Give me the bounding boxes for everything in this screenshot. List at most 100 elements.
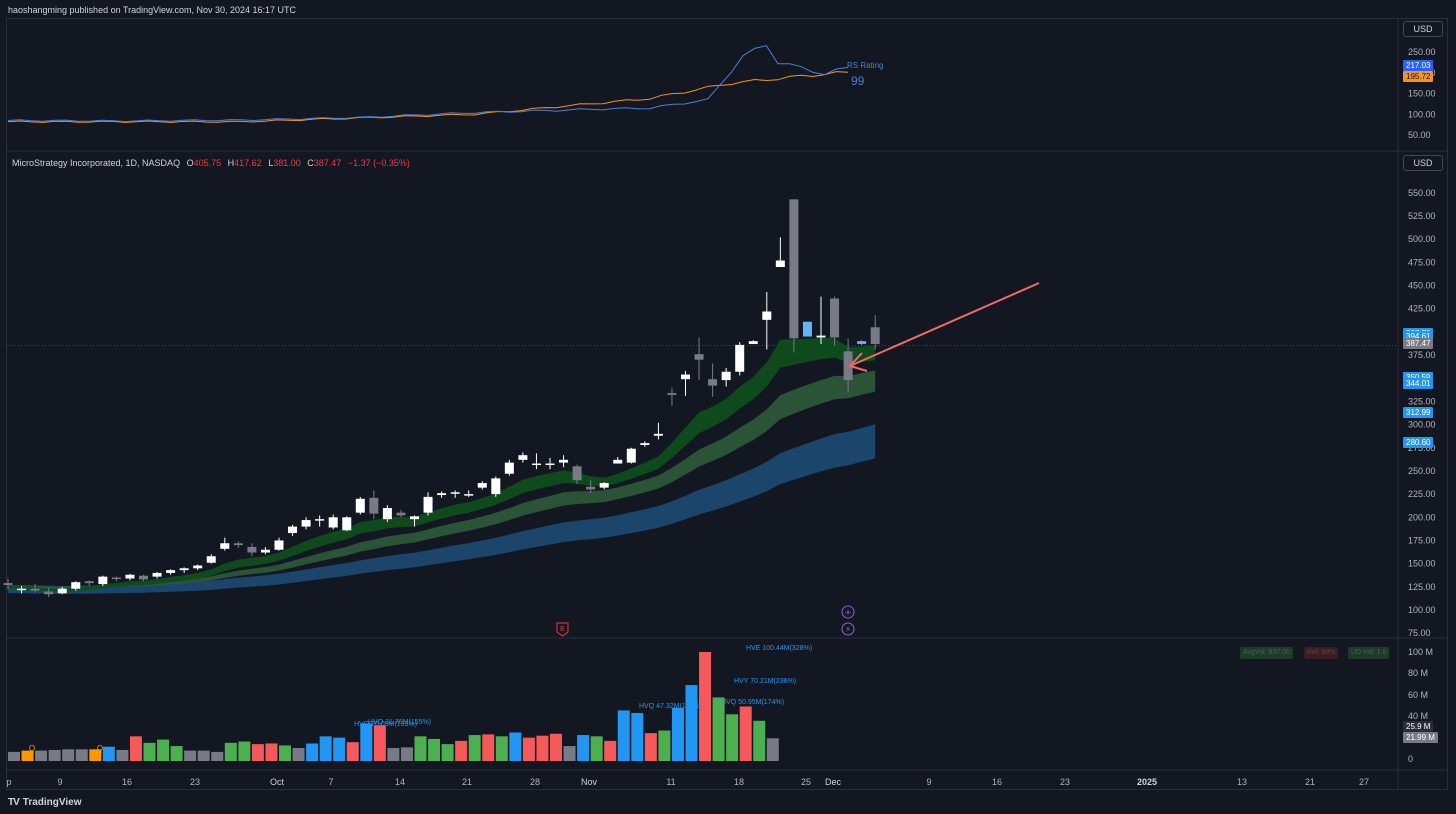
time-tick-label: 27	[1359, 777, 1369, 787]
candle-body	[71, 582, 81, 589]
rs-currency-button[interactable]: USD	[1403, 21, 1443, 37]
candle-body	[857, 341, 867, 344]
volume-bar	[577, 735, 590, 761]
price-tick-label: 425.00	[1408, 304, 1436, 314]
volume-bar	[75, 749, 88, 761]
time-tick-label: 21	[462, 777, 472, 787]
earnings-marker[interactable]: E	[556, 622, 569, 637]
time-tick-label: p	[6, 777, 11, 787]
volume-bar	[373, 725, 386, 761]
volume-bar	[265, 743, 278, 761]
volume-bar	[441, 744, 454, 761]
avg-volume-box: AvgVol: 837.00	[1240, 647, 1293, 659]
close-value: 387.47	[313, 158, 342, 168]
volume-bar	[563, 746, 576, 761]
candle-body	[599, 483, 609, 488]
candle-body	[843, 351, 853, 381]
price-tick-label: 175.00	[1408, 535, 1436, 545]
candle-body	[233, 543, 243, 546]
rs-price-tag-blue: 217.03	[1403, 60, 1434, 71]
ema-band-mid	[8, 370, 876, 589]
volume-bar	[129, 736, 142, 761]
quarter-marker: Q	[97, 744, 103, 753]
price-tick-label: 200.00	[1408, 512, 1436, 522]
candle-body	[491, 478, 501, 495]
low-value: 381.00	[273, 158, 301, 168]
time-tick-label: 2025	[1137, 777, 1157, 787]
price-tick-label: 125.00	[1408, 582, 1436, 592]
price-tag: 280.60	[1403, 436, 1434, 448]
volume-bar	[157, 739, 170, 761]
candle-body	[57, 588, 67, 594]
volume-bar	[251, 744, 264, 761]
candle-body	[559, 459, 569, 463]
symbol-name: MicroStrategy Incorporated, 1D, NASDAQ	[12, 158, 181, 168]
rs-moving-average-line	[7, 71, 849, 123]
volume-bar	[739, 706, 752, 761]
price-tick-label: 550.00	[1408, 188, 1436, 198]
rs-rating-value: 99	[851, 74, 865, 88]
plus-event-icon[interactable]: +	[841, 605, 855, 619]
candle-body	[152, 572, 162, 577]
candle-body	[531, 463, 541, 466]
candlesticks	[3, 199, 880, 598]
candle-body	[355, 498, 365, 513]
volume-bar	[482, 734, 495, 761]
price-tick-label: 375.00	[1408, 350, 1436, 360]
lightning-event-icon[interactable]: ⚡	[841, 622, 855, 636]
candle-body	[450, 492, 460, 494]
volume-bar	[211, 751, 224, 761]
volume-bar	[753, 720, 766, 761]
price-tick-label: 225.00	[1408, 489, 1436, 499]
price-axis-labels: 550.00 525.00 500.00 475.00 450.00 425.00 375.…	[1408, 47, 1436, 764]
candle-body	[762, 311, 772, 320]
candle-body	[477, 483, 487, 488]
time-tick-label: Oct	[270, 777, 285, 787]
chart-frame	[6, 18, 1448, 790]
time-tick-label: 9	[926, 777, 931, 787]
main-currency-button[interactable]: USD	[1403, 155, 1443, 171]
close-label: C	[307, 158, 314, 168]
rs-panel	[7, 45, 849, 123]
svg-text:⚡: ⚡	[845, 625, 851, 634]
price-tick-label: 100.00	[1408, 605, 1436, 615]
candle-body	[260, 549, 270, 553]
time-tick-label: 11	[666, 777, 675, 787]
low-label: L	[268, 158, 274, 168]
volume-bar	[89, 749, 102, 761]
time-axis-labels: p 9 16 23 Oct 7 14 21 28 Nov 11 18 25 Dec 9 16 23 2025 13 2…	[6, 777, 1369, 787]
volume-bar	[346, 742, 359, 761]
volume-annotation: HVQ 26.05M(133%)	[354, 721, 417, 728]
time-tick-label: 28	[530, 777, 540, 787]
volume-bar	[509, 732, 522, 761]
candle-body	[830, 298, 840, 338]
volume-bar	[292, 748, 305, 761]
candle-body	[464, 494, 474, 496]
price-tick-label: 325.00	[1408, 396, 1436, 406]
annotation-arrow	[848, 282, 1040, 372]
time-tick-label: 9	[57, 777, 62, 787]
price-tag: 394.61	[1403, 330, 1434, 342]
time-tick-label: 18	[734, 777, 744, 787]
price-tick-label: 525.00	[1408, 211, 1436, 221]
candle-body	[870, 327, 880, 344]
candle-body	[328, 517, 338, 528]
volume-bar	[455, 740, 468, 761]
candle-body	[315, 519, 325, 521]
volume-bar	[319, 736, 332, 761]
candle-body	[640, 443, 650, 445]
volume-bar	[644, 733, 657, 761]
candle-body	[125, 574, 135, 579]
volume-bar	[197, 750, 210, 761]
candle-body	[98, 576, 108, 585]
candle-body	[626, 448, 636, 463]
volume-annotation: HVQ 50.95M(174%)	[721, 699, 784, 706]
price-tick-label: 150.00	[1408, 559, 1436, 569]
candle-body	[748, 341, 758, 344]
volume-bar	[495, 736, 508, 761]
time-tick-label: 21	[1305, 777, 1315, 787]
time-tick-label: 7	[328, 777, 333, 787]
price-tick-label: 250.00	[1408, 466, 1436, 476]
footer-brand[interactable]: TV TradingView	[8, 797, 82, 808]
